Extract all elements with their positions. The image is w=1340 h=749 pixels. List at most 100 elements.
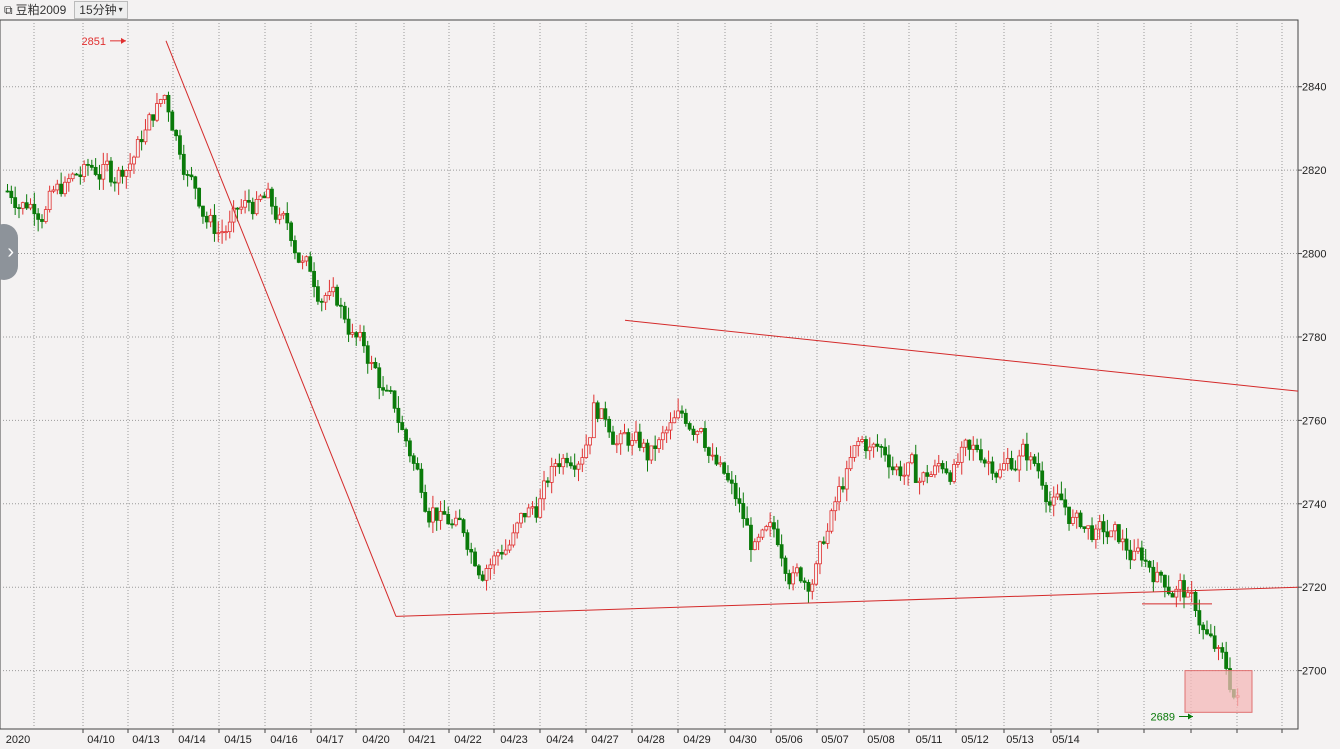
candle-body bbox=[5, 190, 10, 193]
candle-body bbox=[580, 457, 585, 465]
candle-body bbox=[733, 482, 738, 500]
candle-body bbox=[212, 214, 217, 234]
candle-body bbox=[224, 231, 228, 234]
candle-body bbox=[354, 332, 359, 338]
candle-body bbox=[557, 463, 562, 468]
candle-body bbox=[239, 206, 244, 210]
candle-body bbox=[308, 256, 313, 272]
candle-body bbox=[1151, 566, 1156, 583]
candle-body bbox=[967, 439, 972, 450]
candle-body bbox=[787, 573, 792, 585]
candle-body bbox=[170, 111, 175, 131]
x-tick-label: 04/14 bbox=[178, 734, 206, 746]
candle-body bbox=[105, 160, 110, 165]
period-selector[interactable]: 15分钟 ▾ bbox=[74, 1, 128, 19]
candle-body bbox=[488, 564, 493, 569]
candle-body bbox=[695, 431, 700, 435]
candle-body bbox=[591, 402, 596, 439]
candle-body bbox=[124, 170, 129, 177]
x-tick-label: 04/24 bbox=[546, 734, 574, 746]
candle-body bbox=[1013, 468, 1018, 471]
candle-body bbox=[66, 178, 71, 183]
candle-body bbox=[626, 432, 631, 446]
x-tick-label: 05/13 bbox=[1006, 734, 1034, 746]
candle-body bbox=[1040, 470, 1045, 486]
candle-body bbox=[312, 270, 316, 288]
candle-body bbox=[1216, 647, 1221, 649]
candle-body bbox=[657, 439, 661, 449]
candle-body bbox=[47, 190, 52, 210]
candle-body bbox=[174, 129, 179, 137]
candle-body bbox=[668, 422, 673, 431]
candle-body bbox=[453, 517, 458, 526]
candle-body bbox=[392, 390, 397, 409]
candle-body bbox=[293, 240, 297, 254]
x-tick-label: 04/29 bbox=[683, 734, 711, 746]
candle-body bbox=[158, 99, 163, 104]
window-switch-icon[interactable]: ⧉ bbox=[4, 3, 13, 17]
candle-body bbox=[78, 174, 83, 177]
candle-body bbox=[1032, 456, 1037, 464]
candle-body bbox=[611, 431, 615, 445]
candle-body bbox=[1005, 457, 1010, 464]
candle-body bbox=[1174, 588, 1179, 598]
candle-body bbox=[178, 135, 182, 155]
candle-body bbox=[423, 492, 428, 512]
candle-body bbox=[86, 163, 90, 166]
candle-body bbox=[13, 197, 18, 209]
x-tick-label: 04/20 bbox=[362, 734, 390, 746]
y-tick-label: 2780 bbox=[1302, 332, 1326, 344]
candle-body bbox=[1212, 635, 1217, 649]
x-tick-label: 04/16 bbox=[270, 734, 298, 746]
x-tick-label: 2020 bbox=[6, 734, 30, 746]
collapse-panel-button[interactable]: › bbox=[0, 224, 18, 280]
candle-body bbox=[384, 389, 389, 392]
candle-body bbox=[189, 174, 194, 178]
candle-body bbox=[779, 544, 784, 559]
candle-body bbox=[729, 479, 734, 484]
candle-body bbox=[415, 463, 420, 470]
candle-body bbox=[116, 169, 121, 184]
candle-body bbox=[55, 183, 60, 191]
candle-body bbox=[143, 129, 148, 143]
candle-body bbox=[795, 567, 799, 574]
candle-body bbox=[1024, 443, 1029, 461]
candle-body bbox=[894, 466, 899, 471]
candle-body bbox=[714, 454, 719, 465]
candle-body bbox=[1059, 493, 1064, 501]
candle-body bbox=[841, 486, 845, 490]
candle-body bbox=[193, 176, 198, 189]
candle-body bbox=[887, 454, 891, 468]
y-tick-label: 2800 bbox=[1302, 249, 1326, 261]
candle-body bbox=[1017, 455, 1022, 471]
candle-body bbox=[1051, 496, 1056, 506]
candle-body bbox=[1074, 512, 1079, 518]
candle-body bbox=[515, 522, 520, 534]
candle-body bbox=[848, 457, 853, 470]
candle-body bbox=[1224, 651, 1229, 669]
candle-body bbox=[944, 468, 949, 474]
candle-body bbox=[948, 472, 953, 482]
candle-body bbox=[373, 362, 378, 369]
candle-body bbox=[32, 203, 37, 215]
candle-body bbox=[772, 522, 776, 530]
candle-body bbox=[350, 332, 355, 335]
candle-body bbox=[1155, 571, 1160, 583]
candle-body bbox=[867, 446, 872, 452]
candle-body bbox=[1101, 521, 1106, 533]
chevron-down-icon: ▾ bbox=[118, 5, 123, 14]
candle-body bbox=[1036, 463, 1041, 472]
symbol-selector[interactable]: ⧉ 豆粕2009 bbox=[0, 1, 70, 19]
x-tick-label: 04/23 bbox=[500, 734, 528, 746]
candle-body bbox=[864, 439, 868, 452]
candle-body bbox=[442, 511, 447, 515]
candle-body bbox=[446, 513, 451, 525]
candle-body bbox=[699, 428, 704, 432]
candle-body bbox=[296, 252, 301, 263]
candle-body bbox=[542, 480, 546, 500]
candle-body bbox=[818, 541, 822, 565]
candle-body bbox=[377, 367, 382, 389]
candle-body bbox=[722, 462, 727, 474]
